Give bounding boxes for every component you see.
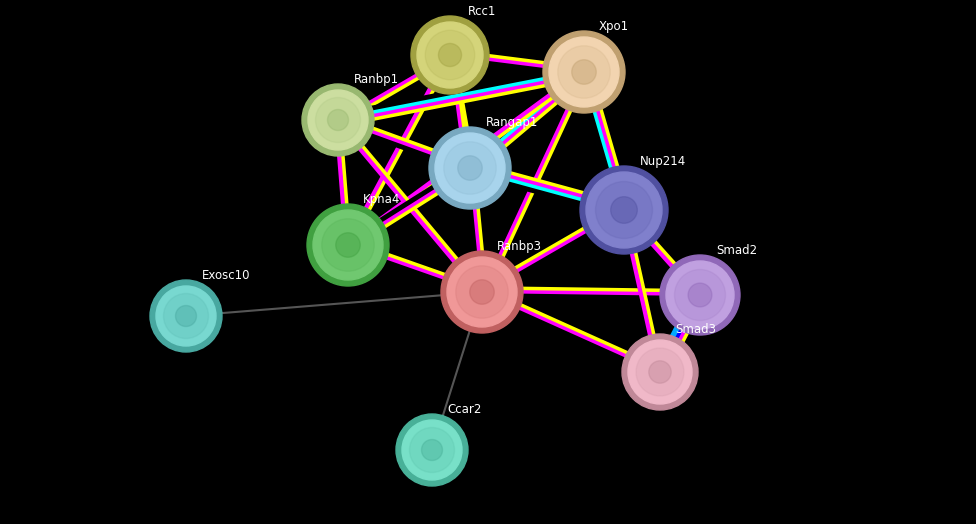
Circle shape [557,46,610,99]
Circle shape [302,84,374,156]
Circle shape [410,428,455,473]
Circle shape [322,219,374,271]
Circle shape [315,97,360,143]
Circle shape [549,37,619,107]
Circle shape [411,16,489,94]
Text: Smad3: Smad3 [675,323,716,336]
Text: Kpna4: Kpna4 [363,193,400,206]
Circle shape [444,142,496,194]
Text: Ranbp1: Ranbp1 [354,73,399,86]
Circle shape [660,255,740,335]
Circle shape [426,30,474,80]
Text: Rangap1: Rangap1 [486,116,539,129]
Circle shape [308,90,368,150]
Circle shape [688,283,712,307]
Text: Smad2: Smad2 [716,244,757,257]
Circle shape [628,340,692,404]
Circle shape [622,334,698,410]
Circle shape [458,156,482,180]
Circle shape [422,440,442,461]
Text: Ranbp3: Ranbp3 [497,240,542,253]
Circle shape [666,261,734,329]
Circle shape [313,210,383,280]
Circle shape [649,361,671,383]
Circle shape [438,43,462,67]
Circle shape [611,196,637,223]
Circle shape [336,233,360,257]
Circle shape [586,172,662,248]
Circle shape [543,31,625,113]
Circle shape [150,280,222,352]
Text: Rcc1: Rcc1 [468,5,497,18]
Circle shape [402,420,462,480]
Circle shape [456,266,508,318]
Circle shape [307,204,389,286]
Circle shape [441,251,523,333]
Circle shape [469,280,494,304]
Circle shape [417,22,483,88]
Circle shape [435,133,505,203]
Circle shape [429,127,511,209]
Text: Ccar2: Ccar2 [447,403,481,416]
Text: Nup214: Nup214 [640,155,686,168]
Circle shape [636,348,684,396]
Circle shape [674,269,725,321]
Circle shape [164,293,209,339]
Text: Xpo1: Xpo1 [599,20,630,33]
Circle shape [396,414,468,486]
Circle shape [328,110,348,130]
Circle shape [176,305,196,326]
Circle shape [595,181,653,238]
Circle shape [572,60,596,84]
Text: Exosc10: Exosc10 [202,269,251,282]
Circle shape [156,286,216,346]
Circle shape [447,257,517,327]
Circle shape [580,166,668,254]
